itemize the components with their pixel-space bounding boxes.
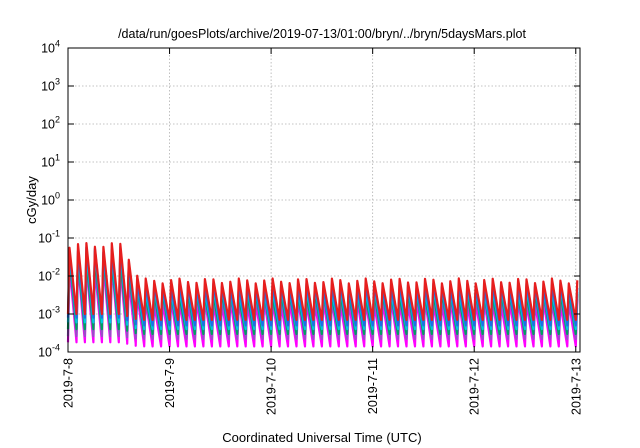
y-tick-label: 103 [41,77,60,94]
y-tick-label: 10-4 [38,343,60,360]
x-tick-label: 2019-7-11 [366,358,380,414]
y-tick-label: 10-2 [38,267,60,284]
y-tick-label: 100 [41,191,60,208]
x-tick-label: 2019-7-12 [468,358,482,415]
chart-title: /data/run/goesPlots/archive/2019-07-13/0… [118,27,526,41]
y-axis-label: cGy/day [24,176,39,224]
x-tick-label: 2019-7-9 [163,358,177,408]
y-tick-label: 10-1 [38,229,60,246]
x-tick-label: 2019-7-8 [62,358,76,408]
x-tick-label: 2019-7-10 [265,358,279,415]
x-axis-ticks: 2019-7-8 2019-7-9 2019-7-10 2019-7-11 2019-7… [62,48,583,415]
y-tick-label: 104 [41,39,60,56]
y-tick-label: 101 [41,153,60,170]
y-tick-label: 102 [41,115,60,132]
series-line [66,242,579,321]
x-axis-label: Coordinated Universal Time (UTC) [222,430,421,445]
x-tick-label: 2019-7-13 [569,358,583,415]
y-axis-ticks: 10-4 10-3 10-2 10-1 100 101 102 103 104 [38,39,580,360]
y-tick-label: 10-3 [38,305,60,322]
series-group [66,242,579,348]
